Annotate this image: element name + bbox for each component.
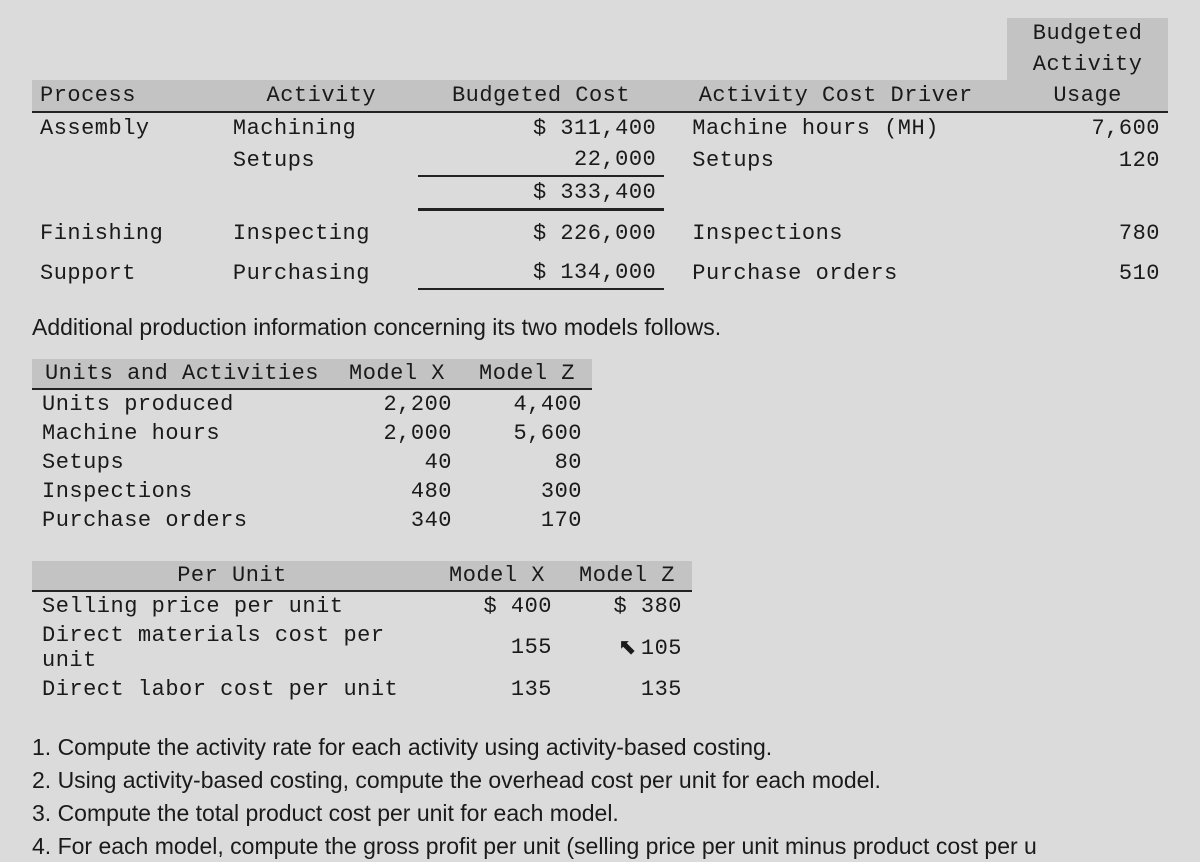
activity-header-row-2: Activity [32,49,1168,80]
per-unit-table: Per Unit Model X Model Z Selling price p… [32,561,692,704]
perunit-x: 135 [432,675,562,704]
cell-usage: 780 [1007,218,1168,249]
cell-driver: Inspections [664,218,1007,249]
header-driver: Activity Cost Driver [664,80,1007,112]
units-header-x: Model X [332,359,462,389]
cell-driver: Purchase orders [664,257,1007,289]
perunit-z: 135 [562,675,692,704]
question-1: 1. Compute the activity rate for each ac… [32,732,1168,763]
header-usage-1: Budgeted [1007,18,1168,49]
perunit-row: Direct labor cost per unit 135 135 [32,675,692,704]
units-x: 2,200 [332,389,462,419]
question-3: 3. Compute the total product cost per un… [32,798,1168,829]
header-budgeted-cost: Budgeted Cost [418,80,664,112]
units-x: 2,000 [332,419,462,448]
cell-cost: $ 134,000 [418,257,664,289]
cell-activity: Setups [225,144,418,176]
cell-cost: $ 311,400 [418,112,664,144]
cell-activity: Machining [225,112,418,144]
question-2: 2. Using activity-based costing, compute… [32,765,1168,796]
units-z: 5,600 [462,419,592,448]
units-label: Units produced [32,389,332,419]
cell-subtotal: $ 333,400 [418,176,664,210]
perunit-header: Per Unit Model X Model Z [32,561,692,591]
cell-driver: Machine hours (MH) [664,112,1007,144]
perunit-header-x: Model X [432,561,562,591]
units-x: 40 [332,448,462,477]
cell-driver: Setups [664,144,1007,176]
questions-list: 1. Compute the activity rate for each ac… [32,732,1168,862]
perunit-row: Selling price per unit $ 400 $ 380 [32,591,692,621]
perunit-row: Direct materials cost per unit 155 ⬉105 [32,621,692,675]
units-row: Purchase orders 340 170 [32,506,592,535]
header-usage-2: Activity [1007,49,1168,80]
units-header-z: Model Z [462,359,592,389]
activity-cost-table: Budgeted Activity Process Activity Budge… [32,18,1168,290]
cell-cost: 22,000 [418,144,664,176]
units-activities-table: Units and Activities Model X Model Z Uni… [32,359,592,535]
perunit-x: 155 [432,621,562,675]
units-row: Inspections 480 300 [32,477,592,506]
units-label: Setups [32,448,332,477]
activity-row-inspecting: Finishing Inspecting $ 226,000 Inspectio… [32,218,1168,249]
cell-process: Support [32,257,225,289]
units-x: 480 [332,477,462,506]
activity-row-setups: Setups 22,000 Setups 120 [32,144,1168,176]
units-z: 80 [462,448,592,477]
activity-header-row-3: Process Activity Budgeted Cost Activity … [32,80,1168,112]
cursor-icon: ⬉ [618,636,637,661]
units-z: 4,400 [462,389,592,419]
cell-activity: Purchasing [225,257,418,289]
perunit-z: $ 380 [562,591,692,621]
cell-usage: 510 [1007,257,1168,289]
activity-header-row-1: Budgeted [32,18,1168,49]
units-label: Inspections [32,477,332,506]
units-row: Units produced 2,200 4,400 [32,389,592,419]
units-row: Setups 40 80 [32,448,592,477]
activity-row-subtotal: $ 333,400 [32,176,1168,210]
perunit-label: Direct labor cost per unit [32,675,432,704]
perunit-header-label: Per Unit [32,561,432,591]
header-usage-3: Usage [1007,80,1168,112]
cell-usage: 120 [1007,144,1168,176]
units-x: 340 [332,506,462,535]
units-label: Machine hours [32,419,332,448]
units-z: 300 [462,477,592,506]
header-activity: Activity [225,80,418,112]
cell-activity: Inspecting [225,218,418,249]
perunit-z: ⬉105 [562,621,692,675]
cell-cost: $ 226,000 [418,218,664,249]
cell-process: Finishing [32,218,225,249]
units-z: 170 [462,506,592,535]
units-header: Units and Activities Model X Model Z [32,359,592,389]
additional-info-text: Additional production information concer… [32,314,1168,341]
activity-row-purchasing: Support Purchasing $ 134,000 Purchase or… [32,257,1168,289]
perunit-x: $ 400 [432,591,562,621]
activity-row-machining: Assembly Machining $ 311,400 Machine hou… [32,112,1168,144]
perunit-label: Direct materials cost per unit [32,621,432,675]
cell-process: Assembly [32,112,225,144]
perunit-label: Selling price per unit [32,591,432,621]
question-4: 4. For each model, compute the gross pro… [32,831,1168,862]
units-label: Purchase orders [32,506,332,535]
cell-usage: 7,600 [1007,112,1168,144]
perunit-header-z: Model Z [562,561,692,591]
header-process: Process [32,80,225,112]
units-row: Machine hours 2,000 5,600 [32,419,592,448]
units-header-label: Units and Activities [32,359,332,389]
